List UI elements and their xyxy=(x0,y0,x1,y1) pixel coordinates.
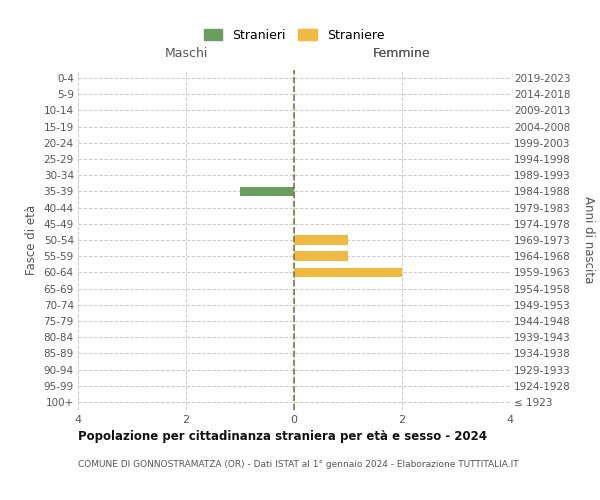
Bar xyxy=(294,235,348,245)
Text: Femmine: Femmine xyxy=(373,47,431,60)
Text: Popolazione per cittadinanza straniera per età e sesso - 2024: Popolazione per cittadinanza straniera p… xyxy=(78,430,487,443)
Y-axis label: Anni di nascita: Anni di nascita xyxy=(582,196,595,284)
Text: COMUNE DI GONNOSTRAMATZA (OR) - Dati ISTAT al 1° gennaio 2024 - Elaborazione TUT: COMUNE DI GONNOSTRAMATZA (OR) - Dati IST… xyxy=(78,460,518,469)
Legend: Stranieri, Straniere: Stranieri, Straniere xyxy=(203,28,385,42)
Y-axis label: Fasce di età: Fasce di età xyxy=(25,205,38,275)
Text: Maschi: Maschi xyxy=(164,47,208,60)
Bar xyxy=(240,186,294,196)
Bar xyxy=(294,252,348,261)
Text: Femmine: Femmine xyxy=(373,47,431,60)
Bar xyxy=(294,268,402,277)
